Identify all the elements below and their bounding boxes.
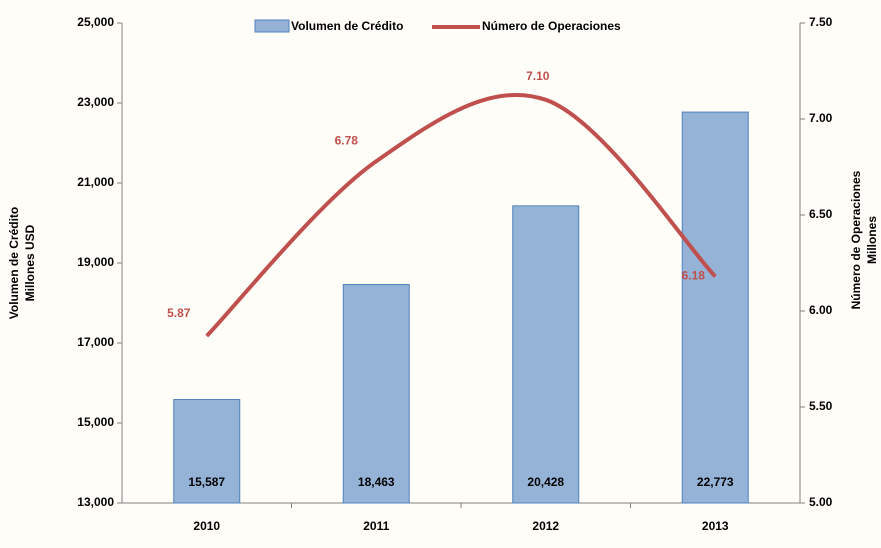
line-value-label: 7.10 [526,69,550,83]
y2-tick-label: 6.00 [809,303,833,317]
y-tick-label: 25,000 [77,15,114,29]
y2-tick-label: 7.50 [809,15,833,29]
legend-label: Número de Operaciones [482,19,621,33]
line-value-label: 6.18 [682,269,706,283]
legend-swatch [255,20,289,32]
line-value-label: 5.87 [167,306,191,320]
y2-axis-title: Número de Operaciones [849,170,863,309]
y-tick-label: 17,000 [77,335,114,349]
y2-tick-label: 5.50 [809,399,833,413]
y2-axis-title: Millones [865,216,879,264]
y-tick-label: 15,000 [77,415,114,429]
bar [343,284,409,503]
y-axis-title: Millones USD [23,224,37,301]
y-tick-label: 13,000 [77,495,114,509]
bar [513,206,579,503]
bar-value-label: 20,428 [527,475,564,489]
bar [682,112,748,503]
x-tick-label: 2011 [363,519,389,533]
y-axis-title: Volumen de Crédito [7,207,21,319]
y2-tick-label: 7.00 [809,111,833,125]
x-tick-label: 2013 [702,519,729,533]
x-tick-label: 2010 [193,519,220,533]
y-tick-label: 21,000 [77,175,114,189]
chart: Volumen de Crédito Millones USD Número d… [0,0,881,548]
y-tick-label: 19,000 [77,255,114,269]
background [0,0,881,548]
bar-value-label: 22,773 [697,475,734,489]
x-tick-label: 2012 [532,519,559,533]
y-tick-label: 23,000 [77,95,114,109]
bar-value-label: 15,587 [188,475,225,489]
bar-value-label: 18,463 [358,475,395,489]
y2-tick-label: 5.00 [809,495,833,509]
line-value-label: 6.78 [335,133,359,147]
y2-tick-label: 6.50 [809,207,833,221]
legend-label: Volumen de Crédito [291,19,403,33]
